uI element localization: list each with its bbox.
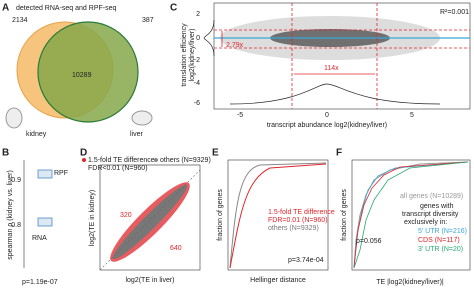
panel-title: detected RNA-seq and RPF-seq [16, 5, 116, 12]
count: 640 [170, 245, 182, 252]
x-axis-label: log2(TE in liver) [125, 277, 174, 284]
y-tick-label: 0.8 [11, 222, 21, 229]
plot-frame [227, 159, 329, 271]
panel-label: C [170, 3, 177, 14]
box [37, 169, 53, 179]
organ-label: liver [130, 131, 144, 138]
panel-label: D [80, 148, 87, 159]
cdf-curve [229, 163, 327, 269]
density-curve [203, 19, 215, 57]
x-tick-label: 0 [325, 112, 329, 119]
kidney-icon [5, 107, 23, 129]
panel-label: E [212, 148, 219, 159]
r2-label: R²=0.001 [440, 9, 469, 16]
diagonal [99, 169, 201, 271]
box [37, 217, 53, 227]
cdf-curve [353, 161, 469, 269]
y-tick-label: 0 [196, 35, 200, 42]
panel-label: F [336, 148, 342, 159]
legend-heading: exclusively in: [404, 219, 447, 226]
y-tick-label: -6 [194, 100, 200, 107]
legend-heading: transcript diversity [402, 211, 459, 218]
y-axis-label: log2(kidney/liver) [189, 29, 196, 82]
legend-marker [82, 158, 86, 162]
plot-frame [99, 164, 201, 271]
fold-label: 114x [324, 65, 339, 72]
legend-label: others (N=9329) [268, 225, 319, 232]
plot-frame [351, 159, 471, 271]
cdf-curve [229, 162, 327, 269]
legend-label: FDR=0.01 (N=960) [268, 217, 328, 224]
fold-label: 2.79x [226, 42, 244, 49]
y-tick-label: -4 [194, 80, 200, 87]
legend-heading: genes with [420, 203, 454, 210]
count: 2134 [12, 17, 28, 24]
y-axis-label: spearman ρ (kidney vs. liver) [7, 170, 14, 260]
scatter-gray [112, 184, 188, 260]
liver-icon [131, 110, 153, 126]
y-tick-label: -2 [194, 57, 200, 64]
y-axis-label: fraction of genes [217, 189, 224, 241]
legend-label: all genes (N=10289) [400, 193, 463, 200]
legend-label: 3' UTR (N=20) [418, 246, 463, 253]
cdf-curve [353, 161, 469, 269]
panel-label: A [2, 3, 9, 14]
panel-label: B [2, 148, 9, 159]
x-tick-label: -5 [237, 112, 243, 119]
p-value: p=3.74e-04 [288, 257, 324, 264]
x-axis-label: Hellinger distance [250, 277, 306, 284]
legend-marker [154, 158, 158, 162]
group-label: RNA [32, 235, 47, 242]
y-tick-label: 2 [196, 11, 200, 18]
x-axis-label: transcript abundance log2(kidney/liver) [267, 122, 387, 129]
p-value: p=0.056 [356, 238, 382, 245]
legend-label: 1.5-fold TE difference [268, 209, 335, 216]
y-tick-label: 0.9 [11, 177, 21, 184]
count: 320 [120, 212, 132, 219]
organ-label: kidney [26, 131, 47, 138]
y-axis-label: translation efficiency [181, 23, 188, 87]
legend-label: others (N=9329) [160, 157, 211, 164]
density-curve [229, 83, 441, 105]
x-tick-label: 5 [410, 112, 414, 119]
count: 387 [142, 17, 154, 24]
legend-label: 5' UTR (N=216) [418, 228, 467, 235]
x-axis-label: TE |log2(kidney/liver)| [376, 279, 444, 286]
p-value: p=1.19e-07 [22, 279, 58, 286]
y-axis-label: log2(TE in kidney) [89, 190, 96, 246]
legend-label: CDS (N=117) [418, 237, 460, 244]
count: 10289 [72, 72, 92, 79]
group-label: RPF [54, 170, 68, 177]
venn-rpf [37, 21, 139, 123]
legend-label: 1.5-fold TE difference [88, 157, 155, 164]
legend-label: FDR<0.01 (N=960) [88, 165, 148, 172]
y-axis-label: fraction of genes [341, 189, 348, 241]
